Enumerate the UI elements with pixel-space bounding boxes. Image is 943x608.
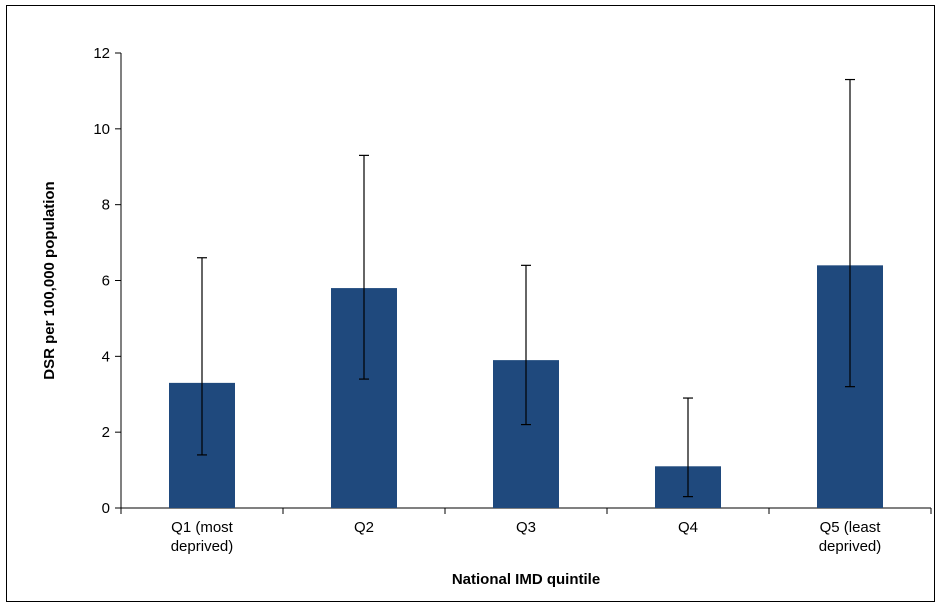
y-tick-label: 12 (93, 45, 110, 62)
x-category-label-line: Q5 (least (820, 519, 882, 536)
x-category-label: Q2 (354, 519, 374, 536)
y-axis: 0 2 4 6 8 10 12 (93, 45, 122, 517)
x-category-label-line: deprived) (171, 538, 234, 555)
x-category-label-line: Q4 (678, 519, 698, 536)
x-axis-title: National IMD quintile (452, 571, 600, 588)
y-tick-label: 8 (102, 197, 110, 214)
y-tick-label: 6 (102, 273, 110, 290)
y-tick-label: 10 (93, 121, 110, 138)
x-category-label: Q3 (516, 519, 536, 536)
x-category-label: Q4 (678, 519, 698, 536)
x-category-label-line: Q1 (most (171, 519, 234, 536)
x-category-label: Q5 (least deprived) (819, 519, 882, 555)
y-axis-title: DSR per 100,000 population (41, 181, 58, 379)
x-axis: Q1 (most deprived) Q2 Q3 Q4 Q5 (least deprived… (120, 507, 932, 555)
y-tick-label: 2 (102, 424, 110, 441)
y-tick-label: 4 (102, 348, 110, 365)
chart-frame: 0 2 4 6 8 10 12 Q1 (most deprived) Q2 Q3 Q4 Q5 (lea… (6, 5, 935, 602)
error-bars-group (197, 78, 855, 498)
x-category-label-line: Q3 (516, 519, 536, 536)
x-category-label-line: Q2 (354, 519, 374, 536)
bar-chart: 0 2 4 6 8 10 12 Q1 (most deprived) Q2 Q3 Q4 Q5 (lea… (41, 45, 932, 588)
y-tick-label: 0 (102, 500, 110, 517)
x-category-label-line: deprived) (819, 538, 882, 555)
x-category-label: Q1 (most deprived) (171, 519, 234, 555)
